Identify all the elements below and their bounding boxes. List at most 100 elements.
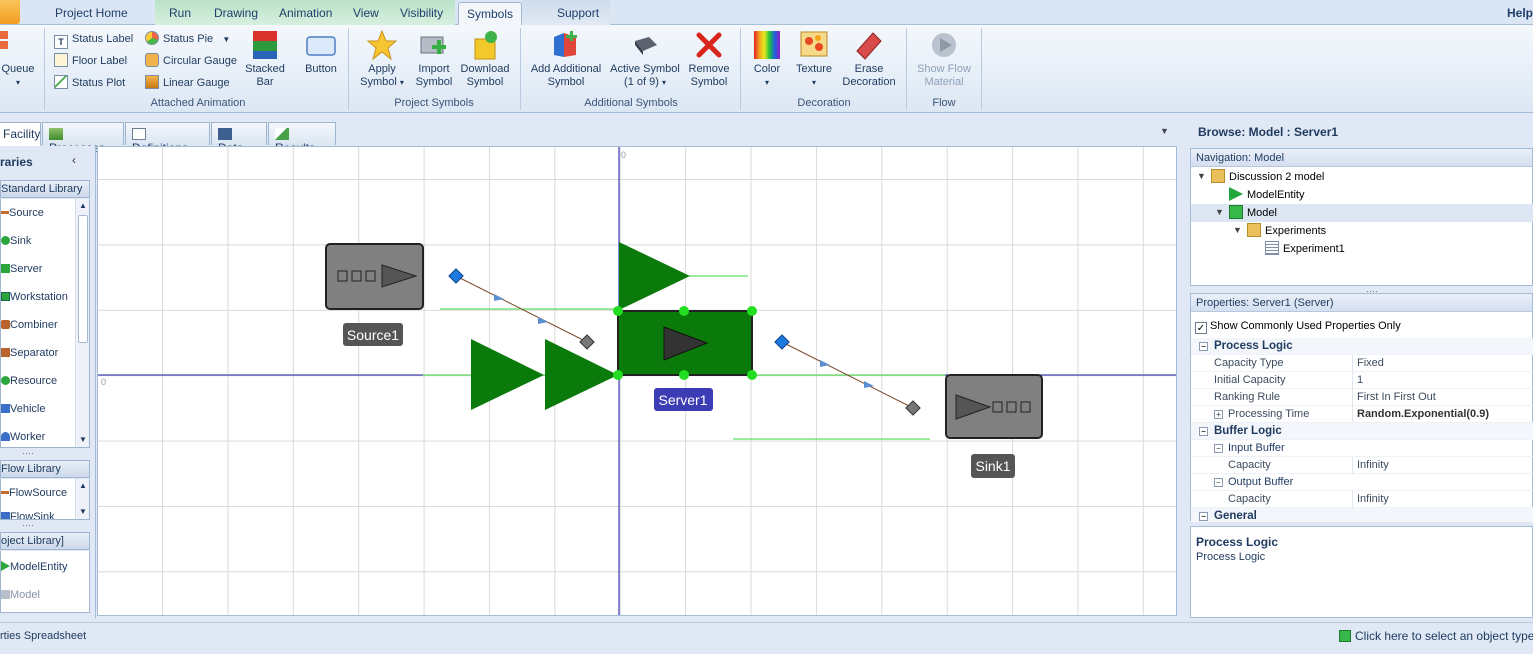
tab-definitions[interactable]: Definitions (125, 122, 210, 155)
library-item-sink[interactable]: Sink (1, 233, 31, 249)
library-item-flowsource[interactable]: FlowSource (1, 485, 67, 501)
property-value[interactable]: Random.Exponential(0.9) (1357, 408, 1490, 420)
library-item-vehicle[interactable]: Vehicle (1, 401, 45, 417)
library-item-server[interactable]: Server (1, 261, 42, 277)
status-plot-button[interactable]: Status Plot (54, 75, 125, 91)
show-common-properties-checkbox[interactable]: ✓ Show Commonly Used Properties Only (1195, 320, 1401, 334)
library-item-separator[interactable]: Separator (1, 345, 58, 361)
tab-view[interactable]: View (353, 6, 379, 20)
standard-library-scrollbar[interactable]: ▲ ▼ (75, 199, 89, 447)
project-library-header[interactable]: oject Library] (0, 532, 90, 550)
tree-item-experiments[interactable]: Experiments (1247, 223, 1326, 239)
scroll-up-icon[interactable]: ▲ (79, 201, 87, 210)
property-value[interactable]: 1 (1357, 374, 1364, 386)
properties-spreadsheet-label[interactable]: rties Spreadsheet (0, 630, 87, 642)
scroll-down-icon[interactable]: ▼ (79, 507, 87, 516)
texture-button[interactable]: Texture ▾ (792, 29, 836, 89)
library-item-worker[interactable]: Worker (1, 429, 45, 445)
property-category[interactable]: − Buffer Logic (1191, 423, 1533, 440)
add-additional-symbol-button[interactable]: Add Additional Symbol (528, 29, 604, 89)
tab-support[interactable]: Support (557, 6, 600, 20)
tree-item-discussion-model[interactable]: Discussion 2 model (1211, 169, 1324, 185)
download-symbol-button[interactable]: Download Symbol (459, 29, 511, 89)
property-subgroup[interactable]: − Output Buffer (1191, 474, 1533, 491)
property-subgroup[interactable]: − Input Buffer (1191, 440, 1533, 457)
library-item-flowsink[interactable]: FlowSink (1, 509, 55, 519)
active-symbol-button[interactable]: Active Symbol (1 of 9) ▾ (608, 29, 682, 89)
splitter-grip[interactable]: ···· (22, 448, 34, 458)
remove-x-icon (696, 32, 722, 58)
stacked-bar-button[interactable]: Stacked Bar (242, 29, 288, 89)
tab-symbols[interactable]: Symbols (458, 2, 522, 26)
expand-arrow-icon[interactable]: ▼ (1197, 171, 1206, 181)
property-value[interactable]: Infinity (1357, 493, 1389, 505)
property-row[interactable]: Initial Capacity 1 (1191, 372, 1533, 389)
library-item-combiner[interactable]: Combiner (1, 317, 58, 333)
tree-item-model[interactable]: Model (1229, 205, 1277, 221)
flow-library-scrollbar[interactable]: ▲ ▼ (75, 479, 89, 519)
collapse-icon[interactable]: − (1214, 444, 1223, 453)
button-animation-button[interactable]: Button (300, 29, 342, 76)
property-grid: − Process Logic Capacity Type Fixed Initial … (1191, 338, 1533, 522)
property-row[interactable]: Capacity Type Fixed (1191, 355, 1533, 372)
property-value[interactable]: First In First Out (1357, 391, 1436, 403)
expand-icon[interactable]: + (1214, 410, 1223, 419)
property-value[interactable]: Fixed (1357, 357, 1384, 369)
collapse-icon[interactable]: − (1199, 342, 1208, 351)
expand-arrow-icon[interactable]: ▼ (1215, 207, 1224, 217)
property-category[interactable]: − General (1191, 508, 1533, 522)
import-symbol-button[interactable]: Import Symbol (412, 29, 456, 89)
show-flow-material-button[interactable]: Show Flow Material (912, 29, 976, 89)
tab-list-dropdown-icon[interactable]: ▼ (1160, 126, 1169, 136)
floor-label-button[interactable]: Floor Label (54, 53, 127, 69)
tab-drawing[interactable]: Drawing (214, 6, 259, 20)
property-row[interactable]: Processing Time + Random.Exponential(0.9) (1191, 406, 1533, 423)
collapse-icon[interactable]: − (1214, 478, 1223, 487)
collapse-libraries-icon[interactable]: ‹ (72, 153, 76, 167)
library-item-resource[interactable]: Resource (1, 373, 57, 389)
tab-visibility[interactable]: Visibility (400, 6, 444, 20)
tab-facility[interactable]: Facility (0, 122, 41, 146)
remove-symbol-button[interactable]: Remove Symbol (686, 29, 732, 89)
status-pie-button[interactable]: Status Pie ▼ (145, 31, 230, 47)
tab-results[interactable]: Results (268, 122, 336, 155)
select-object-type-button[interactable]: Click here to select an object type (1339, 629, 1533, 643)
library-item-source[interactable]: Source (1, 205, 44, 221)
tab-run[interactable]: Run (169, 6, 192, 20)
library-item-workstation[interactable]: Workstation (1, 289, 68, 305)
scrollbar-thumb[interactable] (78, 215, 88, 343)
tree-item-modelentity[interactable]: ModelEntity (1229, 187, 1304, 203)
help-menu[interactable]: Help (1506, 6, 1533, 20)
collapse-icon[interactable]: − (1199, 427, 1208, 436)
property-category[interactable]: − Process Logic (1191, 338, 1533, 355)
standard-library-header[interactable]: Standard Library (0, 180, 90, 198)
tree-item-experiment1[interactable]: Experiment1 (1265, 241, 1345, 257)
property-row[interactable]: Ranking Rule First In First Out (1191, 389, 1533, 406)
property-value[interactable]: Infinity (1357, 459, 1389, 471)
splitter-grip[interactable]: ···· (1366, 286, 1378, 296)
library-item-modelentity[interactable]: ModelEntity (1, 559, 67, 575)
splitter-grip[interactable]: ···· (22, 520, 34, 530)
apply-symbol-button[interactable]: Apply Symbol ▾ (356, 29, 408, 89)
tab-project-home[interactable]: Project Home (55, 6, 128, 20)
expand-arrow-icon[interactable]: ▼ (1233, 225, 1242, 235)
property-row[interactable]: Capacity Infinity (1191, 457, 1533, 474)
queue-button[interactable]: Queue ▾ (0, 29, 36, 89)
linear-gauge-button[interactable]: Linear Gauge (145, 75, 230, 91)
circular-gauge-button[interactable]: Circular Gauge (145, 53, 237, 69)
library-item-model[interactable]: Model (1, 587, 40, 603)
facility-canvas[interactable]: 0 0 Source1 (97, 146, 1177, 616)
scroll-up-icon[interactable]: ▲ (79, 481, 87, 490)
flow-library-header[interactable]: Flow Library (0, 460, 90, 478)
application-menu-button[interactable] (0, 0, 20, 24)
erase-decoration-button[interactable]: Erase Decoration (840, 29, 898, 89)
color-button[interactable]: Color ▾ (746, 29, 788, 89)
collapse-icon[interactable]: − (1199, 512, 1208, 521)
scroll-down-icon[interactable]: ▼ (79, 435, 87, 444)
canvas-splitter[interactable] (1177, 146, 1181, 616)
status-label-button[interactable]: T Status Label (54, 31, 133, 49)
tab-animation[interactable]: Animation (279, 6, 333, 20)
tab-data[interactable]: Data (211, 122, 267, 155)
property-row[interactable]: Capacity Infinity (1191, 491, 1533, 508)
tab-processes[interactable]: Processes (42, 122, 124, 155)
